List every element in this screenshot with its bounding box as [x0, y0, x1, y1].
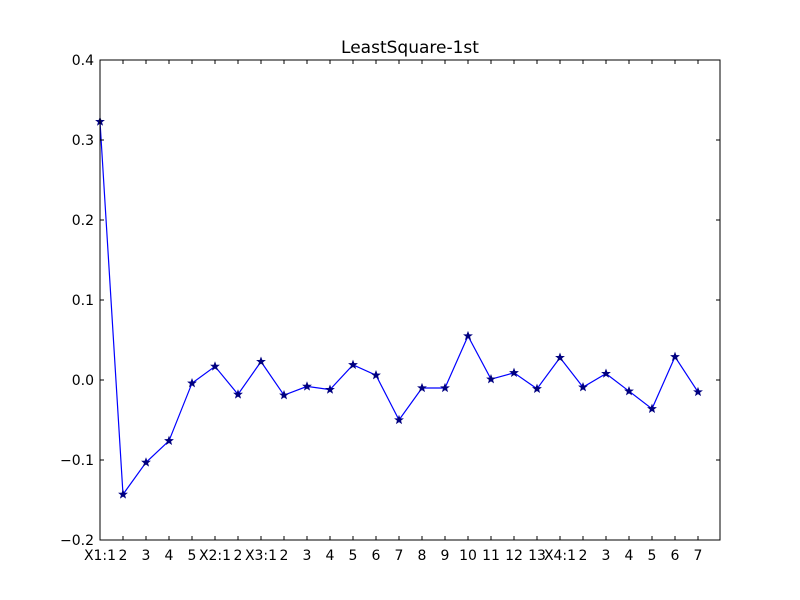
data-point-marker — [532, 383, 542, 393]
series-line — [99, 121, 699, 497]
data-point-marker — [509, 367, 519, 377]
x-tick-label: 2 — [234, 548, 243, 564]
x-tick-label: 9 — [441, 548, 450, 564]
x-tick-label: 4 — [165, 548, 174, 564]
x-tick-label: 3 — [602, 548, 611, 564]
y-tick-label: 0.4 — [72, 53, 94, 69]
data-point-marker — [371, 370, 381, 380]
x-tick-label: 6 — [671, 548, 680, 564]
x-tick-label: X2:1 — [199, 548, 231, 564]
data-point-marker — [325, 384, 335, 394]
data-point-marker — [440, 382, 450, 393]
data-point-marker — [647, 403, 657, 413]
x-tick-label: 7 — [395, 548, 404, 564]
x-tick-label: 5 — [648, 548, 657, 564]
data-point-marker — [302, 381, 312, 391]
x-tick-label: 8 — [418, 548, 427, 564]
data-point-marker — [670, 351, 680, 361]
y-tick-label: 0.0 — [72, 373, 94, 389]
data-point-marker — [141, 457, 151, 467]
x-tick-label: X4:1 — [544, 548, 576, 564]
x-tick-label: 2 — [280, 548, 289, 564]
plot-frame — [99, 59, 721, 541]
x-tick-label: 5 — [349, 548, 358, 564]
x-tick-label: 6 — [372, 548, 381, 564]
data-point-marker — [187, 378, 197, 388]
data-point-marker — [578, 382, 588, 392]
data-point-marker — [233, 389, 243, 399]
data-point-marker — [624, 386, 634, 396]
x-tick-label: 3 — [142, 548, 151, 564]
x-tick-label: 4 — [326, 548, 335, 564]
data-point-marker — [164, 435, 174, 445]
y-tick-label: 0.2 — [72, 213, 94, 229]
x-tick-label: X1:1 — [84, 548, 116, 564]
x-tick-label: 2 — [119, 548, 128, 564]
data-point-marker — [601, 368, 611, 378]
data-point-marker — [118, 489, 128, 499]
x-tick-label: 2 — [579, 548, 588, 564]
data-point-marker — [394, 414, 404, 425]
x-tick-label: 7 — [694, 548, 703, 564]
chart-title: LeastSquare-1st — [341, 38, 479, 58]
x-tick-label: 12 — [505, 548, 523, 564]
y-tick-label: −0.2 — [60, 533, 94, 549]
data-point-marker — [555, 352, 565, 362]
x-tick-label: X3:1 — [245, 548, 277, 564]
data-point-marker — [279, 390, 289, 400]
x-tick-label: 11 — [482, 548, 500, 564]
data-point-marker — [256, 356, 266, 366]
y-tick-label: 0.1 — [72, 293, 94, 309]
data-point-marker — [417, 382, 427, 393]
x-tick-label: 5 — [188, 548, 197, 564]
data-point-marker — [463, 330, 473, 341]
x-tick-label: 4 — [625, 548, 634, 564]
data-point-marker — [486, 374, 496, 384]
x-tick-label: 3 — [303, 548, 312, 564]
data-point-marker — [693, 386, 703, 397]
data-point-marker — [210, 361, 220, 371]
x-tick-label: 10 — [459, 548, 477, 564]
y-tick-label: −0.1 — [60, 453, 94, 469]
data-point-marker — [348, 359, 358, 369]
y-tick-label: 0.3 — [72, 133, 94, 149]
x-tick-label: 13 — [528, 548, 546, 564]
